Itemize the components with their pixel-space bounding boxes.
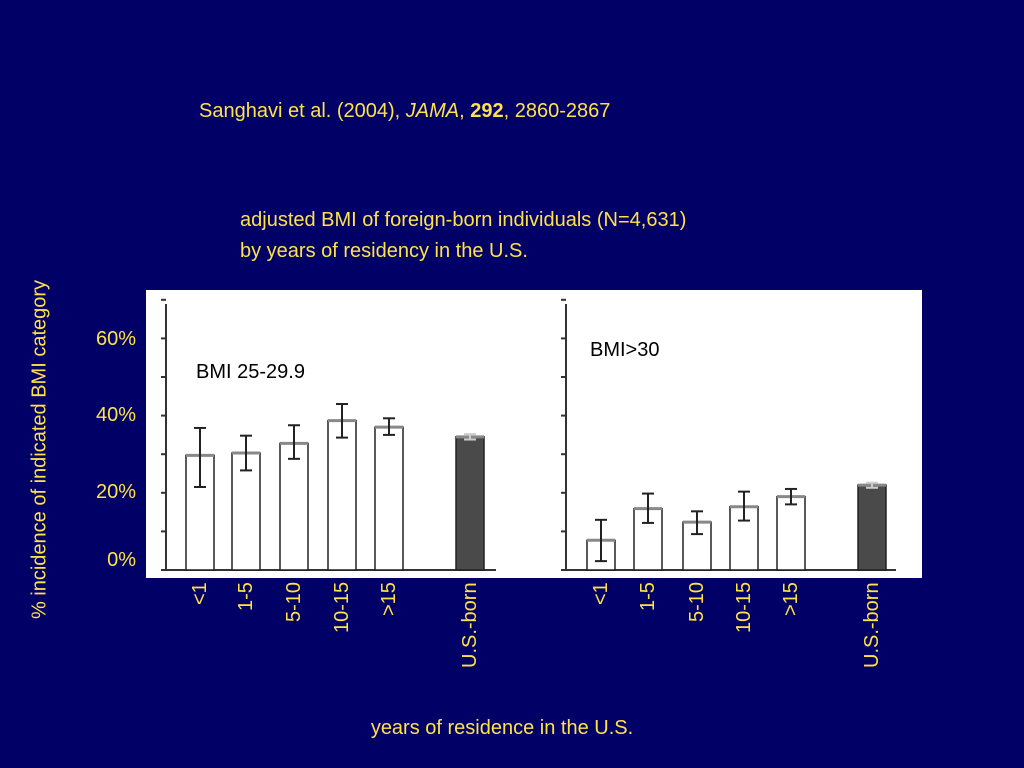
y-tick-label-40: 40% xyxy=(95,404,136,426)
x-category-label: 1-5 xyxy=(637,582,659,611)
citation-sep: , xyxy=(459,100,471,122)
panel-label-bmi-25-29: BMI 25-29.9 xyxy=(196,361,305,383)
x-category-label: 1-5 xyxy=(235,582,257,611)
x-axis-label: years of residence in the U.S. xyxy=(370,717,634,739)
x-category-label: 10-15 xyxy=(331,581,353,633)
bar xyxy=(231,452,261,571)
panel-bmi-25-29 xyxy=(161,298,496,571)
x-category-label: 5-10 xyxy=(686,581,708,622)
bar xyxy=(374,426,404,571)
bar xyxy=(857,484,887,571)
y-tick-label-0: 0% xyxy=(107,549,136,571)
bar xyxy=(776,495,806,571)
bar xyxy=(279,442,309,571)
bar xyxy=(455,436,485,571)
x-category-label: 5-10 xyxy=(283,581,305,622)
x-category-label: >15 xyxy=(780,582,802,616)
x-category-label: <1 xyxy=(590,582,612,605)
panel-label-bmi-30: BMI>30 xyxy=(590,339,659,361)
y-tick-label-60: 60% xyxy=(95,328,136,350)
citation-pages: , 2860-2867 xyxy=(503,100,611,122)
bar-chart-svg: BMI 25-29.9 BMI>30 xyxy=(161,298,896,571)
x-category-label: <1 xyxy=(189,582,211,605)
x-category-label: U.S.-born xyxy=(861,582,883,668)
chart-subtitle: by years of residency in the U.S. xyxy=(240,240,528,262)
citation: Sanghavi et al. (2004), JAMA, 292, 2860-… xyxy=(199,100,610,123)
x-category-label: U.S.-born xyxy=(459,582,481,668)
chart-title: adjusted BMI of foreign-born individuals… xyxy=(240,205,686,267)
x-category-label: 10-15 xyxy=(733,581,755,633)
y-axis-label: % incidence of indicated BMI category xyxy=(28,279,51,620)
bar xyxy=(327,419,357,571)
panel-bmi-30-plus xyxy=(561,298,896,571)
citation-journal: JAMA xyxy=(405,100,460,122)
citation-prefix: Sanghavi et al. (2004), xyxy=(199,100,406,122)
x-category-label: >15 xyxy=(378,582,400,616)
citation-volume: 292 xyxy=(470,100,504,122)
y-tick-label-20: 20% xyxy=(95,481,136,503)
bar xyxy=(682,521,712,571)
plot-area: BMI 25-29.9 BMI>30 xyxy=(146,290,922,578)
chart-title-line1: adjusted BMI of foreign-born individuals… xyxy=(240,209,687,231)
